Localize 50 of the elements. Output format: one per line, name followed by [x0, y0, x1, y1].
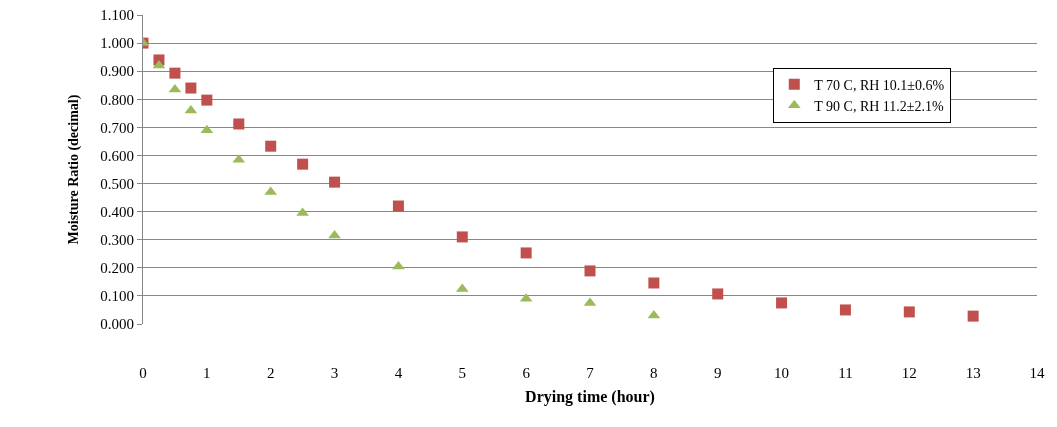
x-tick-label: 8: [650, 365, 658, 381]
y-tick-label: 0.800: [100, 91, 134, 108]
point: [233, 118, 245, 130]
point: [903, 306, 915, 318]
point: [712, 288, 724, 300]
y-tick-label: 1.100: [100, 7, 134, 24]
x-tick-label: 11: [838, 365, 853, 381]
point: [297, 158, 309, 170]
x-tick-label: 6: [522, 365, 531, 381]
y-tick-label: 0.700: [100, 119, 134, 136]
y-tick-label: 0.400: [100, 203, 134, 220]
x-tick-label: 7: [586, 365, 595, 381]
x-tick-label: 13: [965, 365, 981, 381]
point: [185, 82, 197, 94]
x-tick-label: 5: [458, 365, 467, 381]
legend-label: T 90 C, RH 11.2±2.1%: [814, 98, 945, 114]
point: [584, 265, 596, 277]
y-tick-label: 0.900: [100, 63, 134, 80]
y-tick-label: 0.100: [100, 288, 134, 305]
x-axis-title: Drying time (hour): [525, 387, 655, 406]
point: [201, 94, 213, 106]
point: [839, 304, 851, 316]
x-tick-label: 10: [774, 365, 790, 381]
point: [456, 231, 468, 243]
x-tick-label: 2: [266, 365, 275, 381]
point: [392, 260, 405, 270]
x-tick-label: 12: [901, 365, 917, 381]
x-tick-label: 14: [1029, 365, 1045, 381]
y-tick-label: 0.000: [100, 316, 134, 333]
y-tick-label: 1.000: [100, 35, 134, 52]
x-tick-label: 9: [713, 365, 722, 381]
point: [776, 297, 788, 309]
y-tick-label: 0.600: [100, 147, 134, 164]
x-tick-label: 1: [203, 365, 211, 381]
x-tick-label: 3: [330, 365, 339, 381]
x-tick-label: 4: [394, 365, 403, 381]
point: [168, 83, 182, 93]
point: [520, 247, 532, 259]
point: [169, 67, 181, 79]
x-tick-label: 0: [139, 365, 147, 381]
point: [648, 277, 660, 289]
point: [265, 140, 277, 152]
point: [392, 200, 404, 212]
point: [967, 310, 979, 322]
y-tick-label: 0.300: [100, 231, 134, 248]
legend-label: T 70 C, RH 10.1±0.6%: [814, 77, 945, 93]
point: [329, 176, 341, 188]
y-tick-label: 0.500: [100, 175, 134, 192]
y-axis-title: Moisture Ratio (decimal): [65, 94, 82, 245]
y-tick-label: 0.200: [100, 260, 134, 277]
